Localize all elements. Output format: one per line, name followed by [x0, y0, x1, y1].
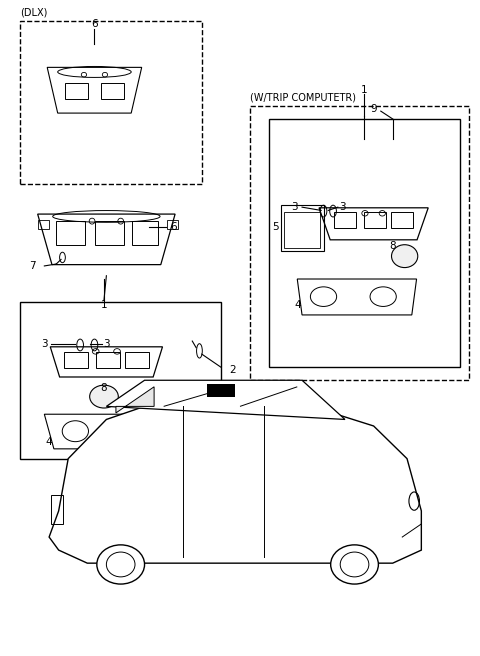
Bar	[95, 221, 123, 245]
Bar	[334, 213, 356, 228]
Text: 8: 8	[389, 241, 396, 251]
Ellipse shape	[97, 545, 144, 584]
Text: 3: 3	[103, 339, 110, 350]
Ellipse shape	[392, 245, 418, 268]
Ellipse shape	[90, 385, 118, 408]
Bar	[56, 221, 85, 245]
Bar	[21, 302, 221, 459]
Bar	[51, 495, 63, 524]
Text: 3: 3	[41, 339, 48, 350]
Bar	[167, 220, 178, 230]
Bar	[64, 352, 88, 368]
Text: 2: 2	[229, 365, 236, 375]
Polygon shape	[49, 406, 421, 563]
Text: 6: 6	[170, 222, 177, 232]
Bar	[96, 352, 120, 368]
Text: 3: 3	[291, 202, 298, 212]
Bar	[281, 205, 324, 251]
Text: 1: 1	[101, 300, 108, 310]
Bar	[37, 220, 49, 230]
Polygon shape	[50, 347, 163, 377]
Text: (W/TRIP COMPUTETR): (W/TRIP COMPUTETR)	[250, 92, 356, 102]
Bar	[284, 212, 320, 248]
Text: 4: 4	[294, 300, 300, 310]
Bar	[391, 213, 413, 228]
Bar	[21, 21, 202, 184]
Text: 9: 9	[370, 104, 377, 114]
Ellipse shape	[107, 552, 135, 577]
Text: 6: 6	[91, 19, 98, 30]
Polygon shape	[37, 214, 175, 264]
Bar	[101, 83, 124, 99]
Polygon shape	[240, 387, 297, 406]
Ellipse shape	[340, 552, 369, 577]
Bar	[364, 213, 386, 228]
Bar	[250, 106, 469, 380]
Text: 7: 7	[29, 261, 36, 271]
Polygon shape	[297, 279, 417, 315]
Text: 3: 3	[339, 202, 346, 212]
Text: (DLX): (DLX)	[21, 8, 48, 18]
Bar	[269, 119, 459, 367]
Bar	[125, 352, 149, 368]
Polygon shape	[107, 380, 345, 419]
Bar	[65, 83, 88, 99]
Text: 4: 4	[46, 438, 52, 447]
Text: 5: 5	[273, 222, 279, 232]
Ellipse shape	[331, 545, 378, 584]
Bar	[132, 221, 158, 245]
Polygon shape	[319, 208, 428, 240]
Polygon shape	[44, 414, 154, 449]
Bar	[206, 384, 235, 397]
Text: 8: 8	[101, 383, 108, 393]
Polygon shape	[116, 387, 154, 413]
Polygon shape	[164, 387, 230, 406]
Polygon shape	[47, 68, 142, 113]
Text: 1: 1	[361, 85, 367, 94]
